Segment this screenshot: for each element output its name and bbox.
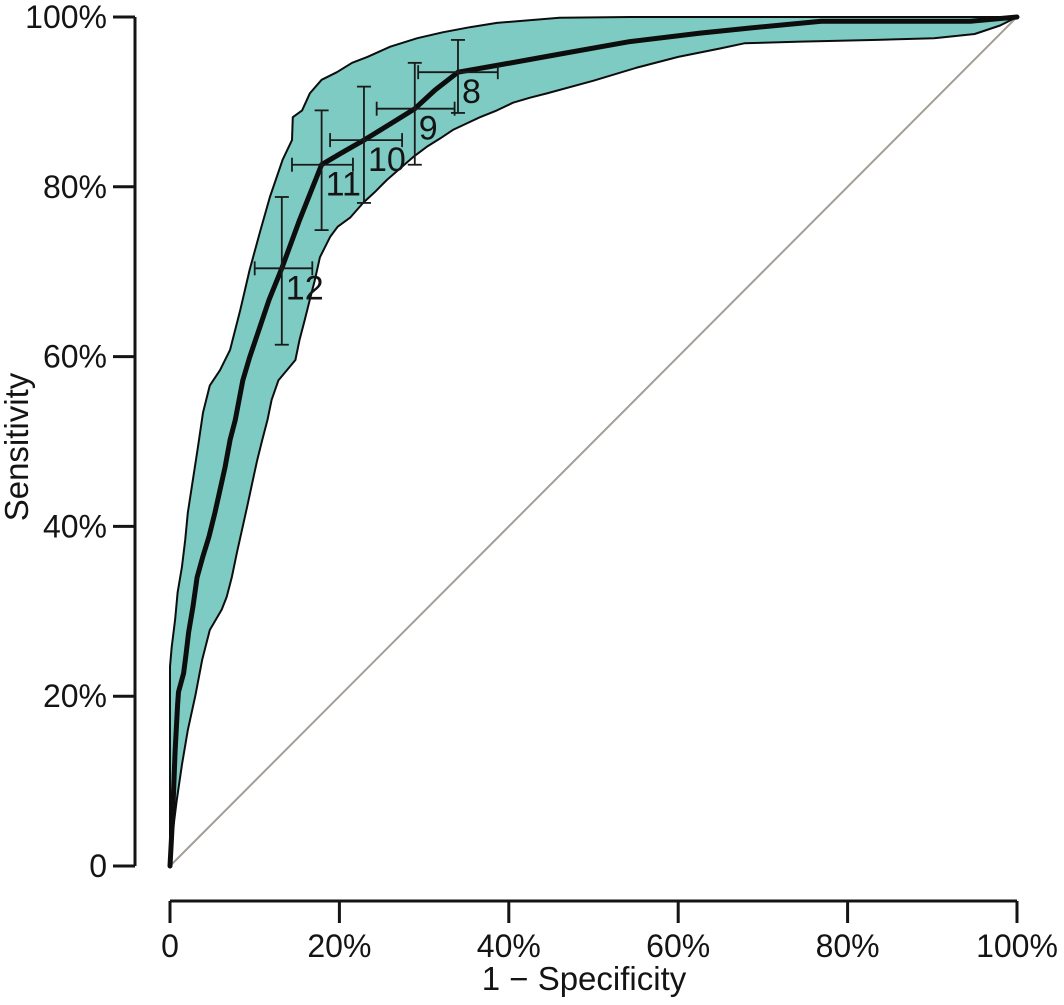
x-tick-label: 40% [477, 928, 541, 964]
roc-curve-layer [167, 14, 1020, 869]
cutoff-label-9: 9 [419, 110, 438, 148]
cutoff-point-8: 8 [417, 39, 499, 114]
confidence-band [169, 16, 1018, 867]
cutoff-label-12: 12 [286, 269, 324, 307]
y-tick-label: 20% [43, 678, 107, 714]
y-tick-label: 0 [89, 848, 107, 884]
reference-diagonal [169, 16, 1018, 867]
cutoff-label-10: 10 [368, 141, 406, 179]
x-tick-label: 60% [646, 928, 710, 964]
cutoff-point-11: 11 [291, 109, 361, 231]
y-tick-label: 100% [25, 0, 107, 35]
roc-curve-line [167, 14, 1020, 869]
x-tick-label: 80% [816, 928, 880, 964]
cutoff-point-9: 9 [375, 61, 456, 166]
reference-layer [169, 16, 1018, 867]
cutoff-label-8: 8 [462, 73, 481, 111]
cutoff-point-10: 10 [329, 85, 406, 204]
y-tick-label: 60% [43, 339, 107, 375]
x-tick-label: 20% [307, 928, 371, 964]
confidence-band-layer [169, 16, 1018, 867]
x-tick-label: 100% [976, 928, 1058, 964]
x-axis-title: 1 − Specificity [482, 960, 687, 997]
axes-layer: 0 20% 40% 60% 80% 100% 0 20% 40% 60% 80% 100% [25, 0, 1058, 964]
y-axis-title: Sensitivity [0, 372, 35, 521]
x-tick-label: 0 [161, 928, 179, 964]
cutoff-point-12: 12 [253, 196, 324, 346]
cutoff-label-11: 11 [326, 166, 361, 204]
y-tick-label: 40% [43, 508, 107, 544]
y-tick-label: 80% [43, 169, 107, 205]
